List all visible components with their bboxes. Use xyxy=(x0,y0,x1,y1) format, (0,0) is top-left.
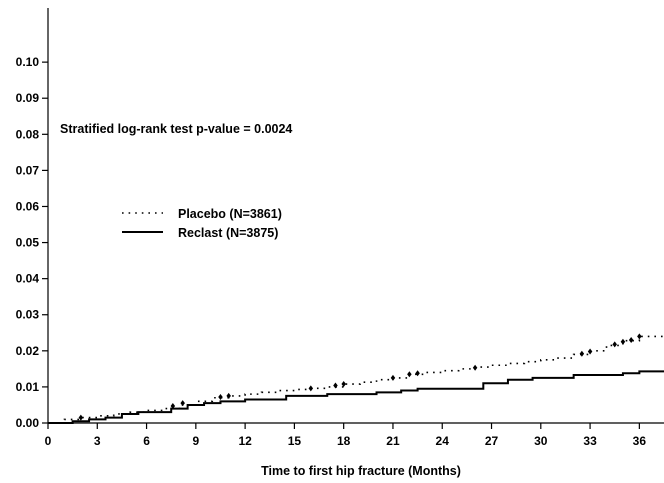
censor-marker xyxy=(407,371,412,378)
censor-marker xyxy=(78,414,84,421)
y-tick-label: 0.09 xyxy=(16,91,40,105)
censor-marker xyxy=(341,381,346,388)
y-tick-label: 0.00 xyxy=(16,416,40,430)
censor-marker xyxy=(472,364,478,371)
legend: Placebo (N=3861) Reclast (N=3875) xyxy=(122,207,282,240)
x-tick-label: 0 xyxy=(45,434,52,448)
y-tick-label: 0.10 xyxy=(16,55,40,69)
y-tick-label: 0.02 xyxy=(16,344,40,358)
x-tick-label: 12 xyxy=(238,434,252,448)
y-tick-label: 0.04 xyxy=(16,272,40,286)
censor-marker xyxy=(180,400,185,407)
censor-marker xyxy=(637,333,642,340)
x-axis-title: Time to first hip fracture (Months) xyxy=(261,464,461,478)
censor-marker xyxy=(226,392,231,399)
x-tick-label: 18 xyxy=(337,434,351,448)
censor-marker xyxy=(333,382,338,389)
axes xyxy=(47,8,664,424)
annotation-text: Stratified log-rank test p-value = 0.002… xyxy=(60,122,292,136)
series-line-placebo xyxy=(48,332,664,424)
x-tick-label: 27 xyxy=(485,434,499,448)
x-tick-label: 9 xyxy=(192,434,199,448)
x-ticks: 0 3 6 9 12 15 18 21 24 27 30 33 36 xyxy=(45,423,647,448)
x-tick-label: 30 xyxy=(534,434,548,448)
x-tick-label: 33 xyxy=(583,434,597,448)
censor-marker xyxy=(415,370,420,377)
censor-marker xyxy=(612,341,617,348)
x-tick-label: 3 xyxy=(94,434,101,448)
x-tick-label: 15 xyxy=(288,434,302,448)
censor-marker xyxy=(587,348,593,355)
censor-marker xyxy=(308,385,314,392)
x-tick-label: 21 xyxy=(386,434,400,448)
x-tick-label: 6 xyxy=(143,434,150,448)
y-tick-label: 0.01 xyxy=(16,380,40,394)
series xyxy=(48,332,664,424)
censor-marker xyxy=(218,394,223,401)
x-tick-label: 36 xyxy=(633,434,647,448)
y-tick-label: 0.05 xyxy=(16,236,40,250)
censor-marker xyxy=(620,338,626,345)
y-tick-label: 0.06 xyxy=(16,199,40,213)
censor-markers xyxy=(78,333,642,421)
censor-marker xyxy=(579,350,585,357)
y-tick-label: 0.07 xyxy=(16,163,40,177)
y-tick-label: 0.03 xyxy=(16,308,40,322)
x-tick-label: 24 xyxy=(436,434,450,448)
legend-reclast-label: Reclast (N=3875) xyxy=(178,226,278,240)
series-line-reclast xyxy=(48,370,664,424)
censor-marker xyxy=(170,403,176,410)
y-ticks: 0.00 0.01 0.02 0.03 0.04 0.05 0.06 0.07 0.08 0.09… xyxy=(16,55,48,430)
y-tick-label: 0.08 xyxy=(16,127,40,141)
censor-marker xyxy=(390,374,396,381)
legend-placebo-label: Placebo (N=3861) xyxy=(178,207,282,221)
censor-marker xyxy=(628,337,634,343)
